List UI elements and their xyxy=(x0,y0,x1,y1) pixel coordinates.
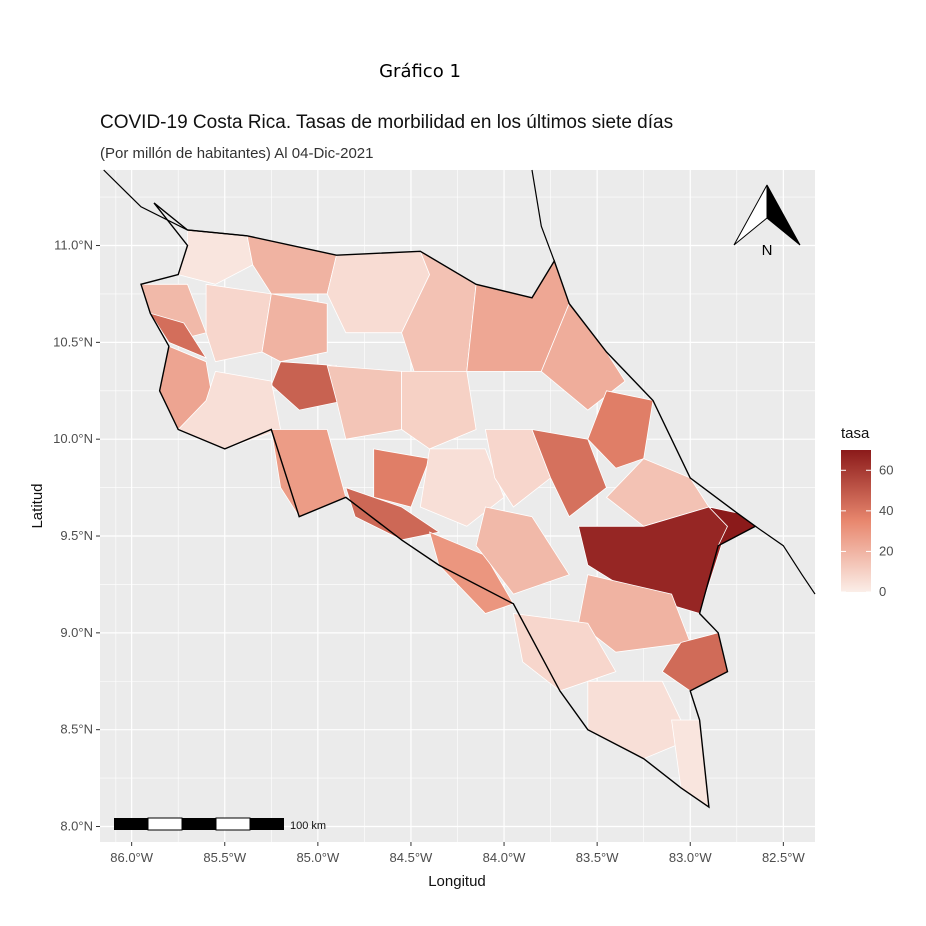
region-22 xyxy=(475,506,570,595)
country-outline xyxy=(140,202,757,809)
region-23 xyxy=(531,428,607,518)
x-axis-title: Longitud xyxy=(428,873,486,890)
region-24 xyxy=(587,390,654,469)
legend-title: tasa xyxy=(841,425,870,442)
x-tick-label: 84.5°W xyxy=(390,850,434,865)
y-tick-label: 9.5°N xyxy=(60,528,93,543)
legend-ticks: 0 20 40 60 xyxy=(841,462,893,599)
scale-seg-1 xyxy=(114,818,148,830)
x-tick-label: 83.5°W xyxy=(576,850,620,865)
region-18 xyxy=(345,486,440,541)
y-axis-title: Latitud xyxy=(29,483,46,528)
legend-tick-label: 20 xyxy=(879,543,893,558)
legend-tick-label: 40 xyxy=(879,503,893,518)
region-16 xyxy=(401,370,477,450)
y-tick-label: 9.0°N xyxy=(60,625,93,640)
scale-bar-label: 100 km xyxy=(290,820,326,832)
nicaragua-border xyxy=(103,169,248,237)
y-axis-ticks: 8.0°N 8.5°N 9.0°N 9.5°N 10.0°N 10.5°N 11.0°N xyxy=(53,238,100,834)
scale-seg-4 xyxy=(215,817,251,831)
chart-subtitle: (Por millón de habitantes) Al 04-Dic-202… xyxy=(100,145,373,162)
scale-seg-5 xyxy=(250,818,284,830)
coastline xyxy=(103,169,816,809)
region-9 xyxy=(261,293,328,363)
x-tick-label: 85.0°W xyxy=(296,850,340,865)
figure-caption: Gráfico 1 xyxy=(379,61,461,82)
region-12 xyxy=(270,361,347,411)
scale-seg-3 xyxy=(182,818,216,830)
scale-seg-2 xyxy=(147,817,183,831)
x-tick-label: 86.0°W xyxy=(110,850,154,865)
legend-tick-label: 60 xyxy=(879,462,893,477)
north-arrow-right xyxy=(766,184,801,246)
region-26 xyxy=(577,506,728,614)
region-21 xyxy=(484,429,552,508)
legend-colorbar xyxy=(841,450,871,592)
y-tick-label: 8.5°N xyxy=(60,722,93,737)
region-10 xyxy=(149,312,208,359)
region-6 xyxy=(540,302,626,411)
y-tick-label: 10.0°N xyxy=(53,431,93,446)
region-31 xyxy=(587,680,691,760)
region-8 xyxy=(205,283,272,363)
y-tick-label: 11.0°N xyxy=(54,238,93,253)
x-tick-label: 84.0°W xyxy=(483,850,527,865)
region-15 xyxy=(326,365,403,440)
y-tick-label: 8.0°N xyxy=(60,819,93,834)
x-axis-ticks: 86.0°W 85.5°W 85.0°W 84.5°W 84.0°W 83.5°W 83.0… xyxy=(110,842,805,865)
region-28 xyxy=(578,574,691,653)
x-tick-label: 83.0°W xyxy=(669,850,713,865)
x-tick-label: 82.5°W xyxy=(762,850,806,865)
y-tick-label: 10.5°N xyxy=(53,334,93,349)
legend: tasa 0 20 40 60 xyxy=(841,425,893,599)
north-arrow: N xyxy=(733,184,801,259)
north-arrow-label: N xyxy=(762,242,773,259)
region-17 xyxy=(373,448,431,508)
chart-title: COVID-19 Costa Rica. Tasas de morbilidad… xyxy=(100,112,673,133)
scale-bar: 100 km xyxy=(114,817,326,832)
legend-tick-label: 0 xyxy=(879,584,886,599)
caribbean-coast xyxy=(531,169,555,262)
x-tick-label: 85.5°W xyxy=(203,850,247,865)
panama-coast xyxy=(755,525,816,595)
choropleth-regions xyxy=(140,229,757,808)
